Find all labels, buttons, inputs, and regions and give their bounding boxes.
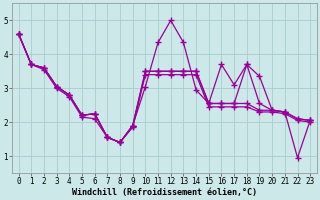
X-axis label: Windchill (Refroidissement éolien,°C): Windchill (Refroidissement éolien,°C) — [72, 188, 257, 197]
